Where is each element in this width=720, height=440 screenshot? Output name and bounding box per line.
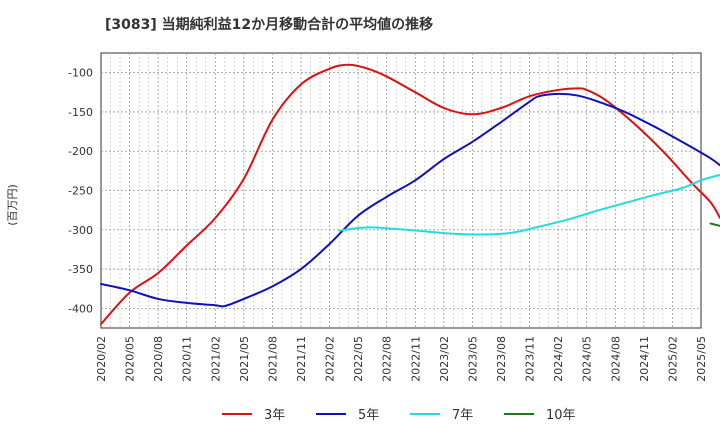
x-tick-label: 2021/05 — [238, 336, 251, 382]
x-tick-label: 2024/11 — [638, 336, 651, 382]
x-tick-label: 2020/02 — [95, 336, 108, 382]
series-line-3 — [338, 173, 720, 236]
series-line-1 — [100, 63, 720, 326]
x-tick-label: 2020/11 — [181, 336, 194, 382]
x-tick-label: 2020/08 — [152, 336, 165, 382]
x-tick-label: 2022/08 — [381, 336, 394, 382]
x-tick-label: 2025/02 — [666, 336, 679, 382]
y-tick-label: -200 — [68, 145, 93, 158]
x-tick-label: 2021/08 — [266, 336, 279, 382]
x-tick-label: 2022/05 — [352, 336, 365, 382]
x-tick-label: 2023/05 — [466, 336, 479, 382]
series-line-4 — [709, 222, 720, 227]
x-tick-label: 2024/02 — [552, 336, 565, 382]
x-tick-label: 2023/08 — [495, 336, 508, 382]
series-line-2 — [100, 92, 720, 308]
x-tick-label: 2021/11 — [295, 336, 308, 382]
chart-title: [3083] 当期純利益12か月移動合計の平均値の推移 — [105, 17, 434, 33]
y-axis-label: (百万円) — [6, 184, 19, 226]
y-tick-label: -100 — [68, 67, 93, 80]
y-tick-label: -150 — [68, 106, 93, 119]
legend-label-4: 10年 — [546, 408, 576, 423]
x-tick-label: 2025/05 — [695, 336, 708, 382]
legend-label-2: 5年 — [358, 408, 379, 423]
y-tick-label: -350 — [68, 263, 93, 276]
x-tick-label: 2024/08 — [609, 336, 622, 382]
x-tick-label: 2024/05 — [581, 336, 594, 382]
y-tick-label: -300 — [68, 224, 93, 237]
x-tick-label: 2022/11 — [409, 336, 422, 382]
x-tick-label: 2023/11 — [524, 336, 537, 382]
y-tick-label: -250 — [68, 185, 93, 198]
legend-label-1: 3年 — [264, 408, 285, 423]
x-tick-label: 2020/05 — [124, 336, 137, 382]
x-tick-label: 2021/02 — [209, 336, 222, 382]
x-tick-label: 2022/02 — [324, 336, 337, 382]
y-tick-label: -400 — [68, 302, 93, 315]
legend-label-3: 7年 — [452, 408, 473, 423]
x-tick-label: 2023/02 — [438, 336, 451, 382]
